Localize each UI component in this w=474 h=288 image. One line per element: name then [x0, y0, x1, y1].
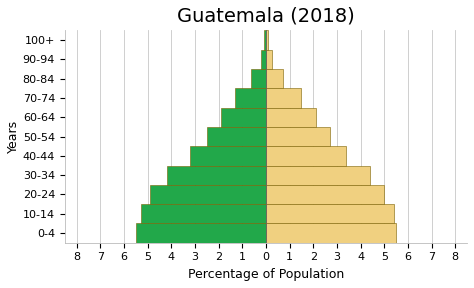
Bar	[266, 185, 384, 204]
Title: Guatemala (2018): Guatemala (2018)	[177, 7, 355, 26]
Bar	[251, 69, 266, 88]
Bar	[150, 185, 266, 204]
Bar	[221, 107, 266, 127]
Bar	[266, 107, 316, 127]
Bar	[266, 166, 370, 185]
Bar	[264, 30, 266, 50]
Bar	[207, 127, 266, 146]
Bar	[190, 146, 266, 166]
X-axis label: Percentage of Population: Percentage of Population	[188, 268, 344, 281]
Bar	[166, 166, 266, 185]
Bar	[235, 88, 266, 107]
Bar	[266, 30, 268, 50]
Y-axis label: Years: Years	[7, 120, 20, 153]
Bar	[266, 146, 346, 166]
Bar	[140, 204, 266, 223]
Bar	[136, 223, 266, 243]
Bar	[266, 50, 272, 69]
Bar	[266, 127, 330, 146]
Bar	[261, 50, 266, 69]
Bar	[266, 223, 396, 243]
Bar	[266, 204, 394, 223]
Bar	[266, 88, 301, 107]
Bar	[266, 69, 283, 88]
